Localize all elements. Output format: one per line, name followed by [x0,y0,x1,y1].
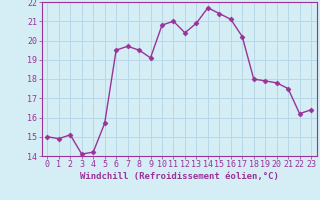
X-axis label: Windchill (Refroidissement éolien,°C): Windchill (Refroidissement éolien,°C) [80,172,279,181]
